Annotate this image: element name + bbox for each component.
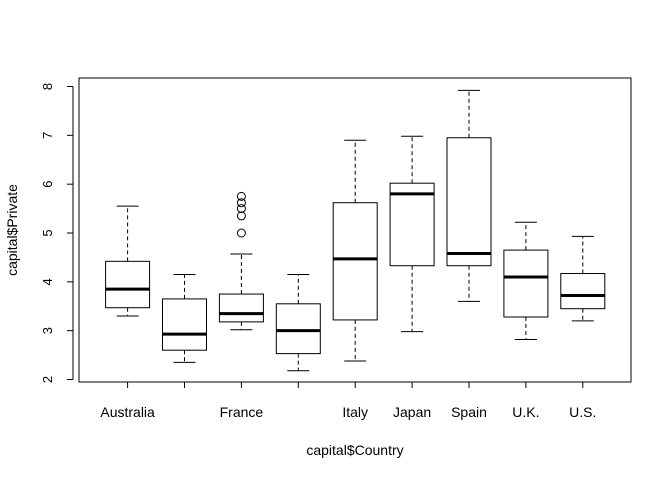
iqr-box [162,298,207,351]
x-axis-label: capital$Country [306,442,403,458]
iqr-box [275,303,321,355]
x-tick-label: Japan [393,404,431,420]
outlier-point [236,211,246,221]
y-tick-label: 5 [40,229,55,236]
iqr-box [446,137,492,267]
box-5 [332,139,378,362]
y-axis-label: capital$Private [4,184,20,276]
box-2 [162,274,207,363]
x-tick-label: France [220,404,264,420]
box-1 [105,205,151,317]
outlier-point [236,198,246,208]
iqr-box [332,202,378,321]
y-tick-label: 3 [40,327,55,334]
box-8 [503,221,549,340]
outlier-point [236,228,246,238]
x-tick-label: U.K. [512,404,539,420]
y-tick-label: 8 [40,83,55,90]
box-7 [446,89,492,302]
y-tick-label: 7 [40,132,55,139]
outlier-point [236,191,246,201]
x-tick-label: U.S. [569,404,596,420]
box-9 [560,235,606,322]
outlier-point [236,204,246,214]
y-tick-label: 4 [40,278,55,285]
y-tick-label: 6 [40,181,55,188]
iqr-box [560,273,606,310]
iqr-box [389,182,435,267]
y-tick-label: 2 [40,376,55,383]
iqr-box [218,293,264,323]
iqr-box [503,249,549,318]
box-4 [275,274,321,372]
iqr-box [105,260,151,309]
x-axis: Australia France Italy Japan Spain U.K. U.S. [100,381,596,420]
y-axis: 2 3 4 5 6 7 8 [40,83,74,383]
box-6 [389,135,435,333]
box-series [105,89,606,372]
x-tick-label: Italy [342,404,368,420]
x-tick-label: Spain [451,404,487,420]
x-tick-label: Australia [100,404,155,420]
box-3 [218,191,264,331]
